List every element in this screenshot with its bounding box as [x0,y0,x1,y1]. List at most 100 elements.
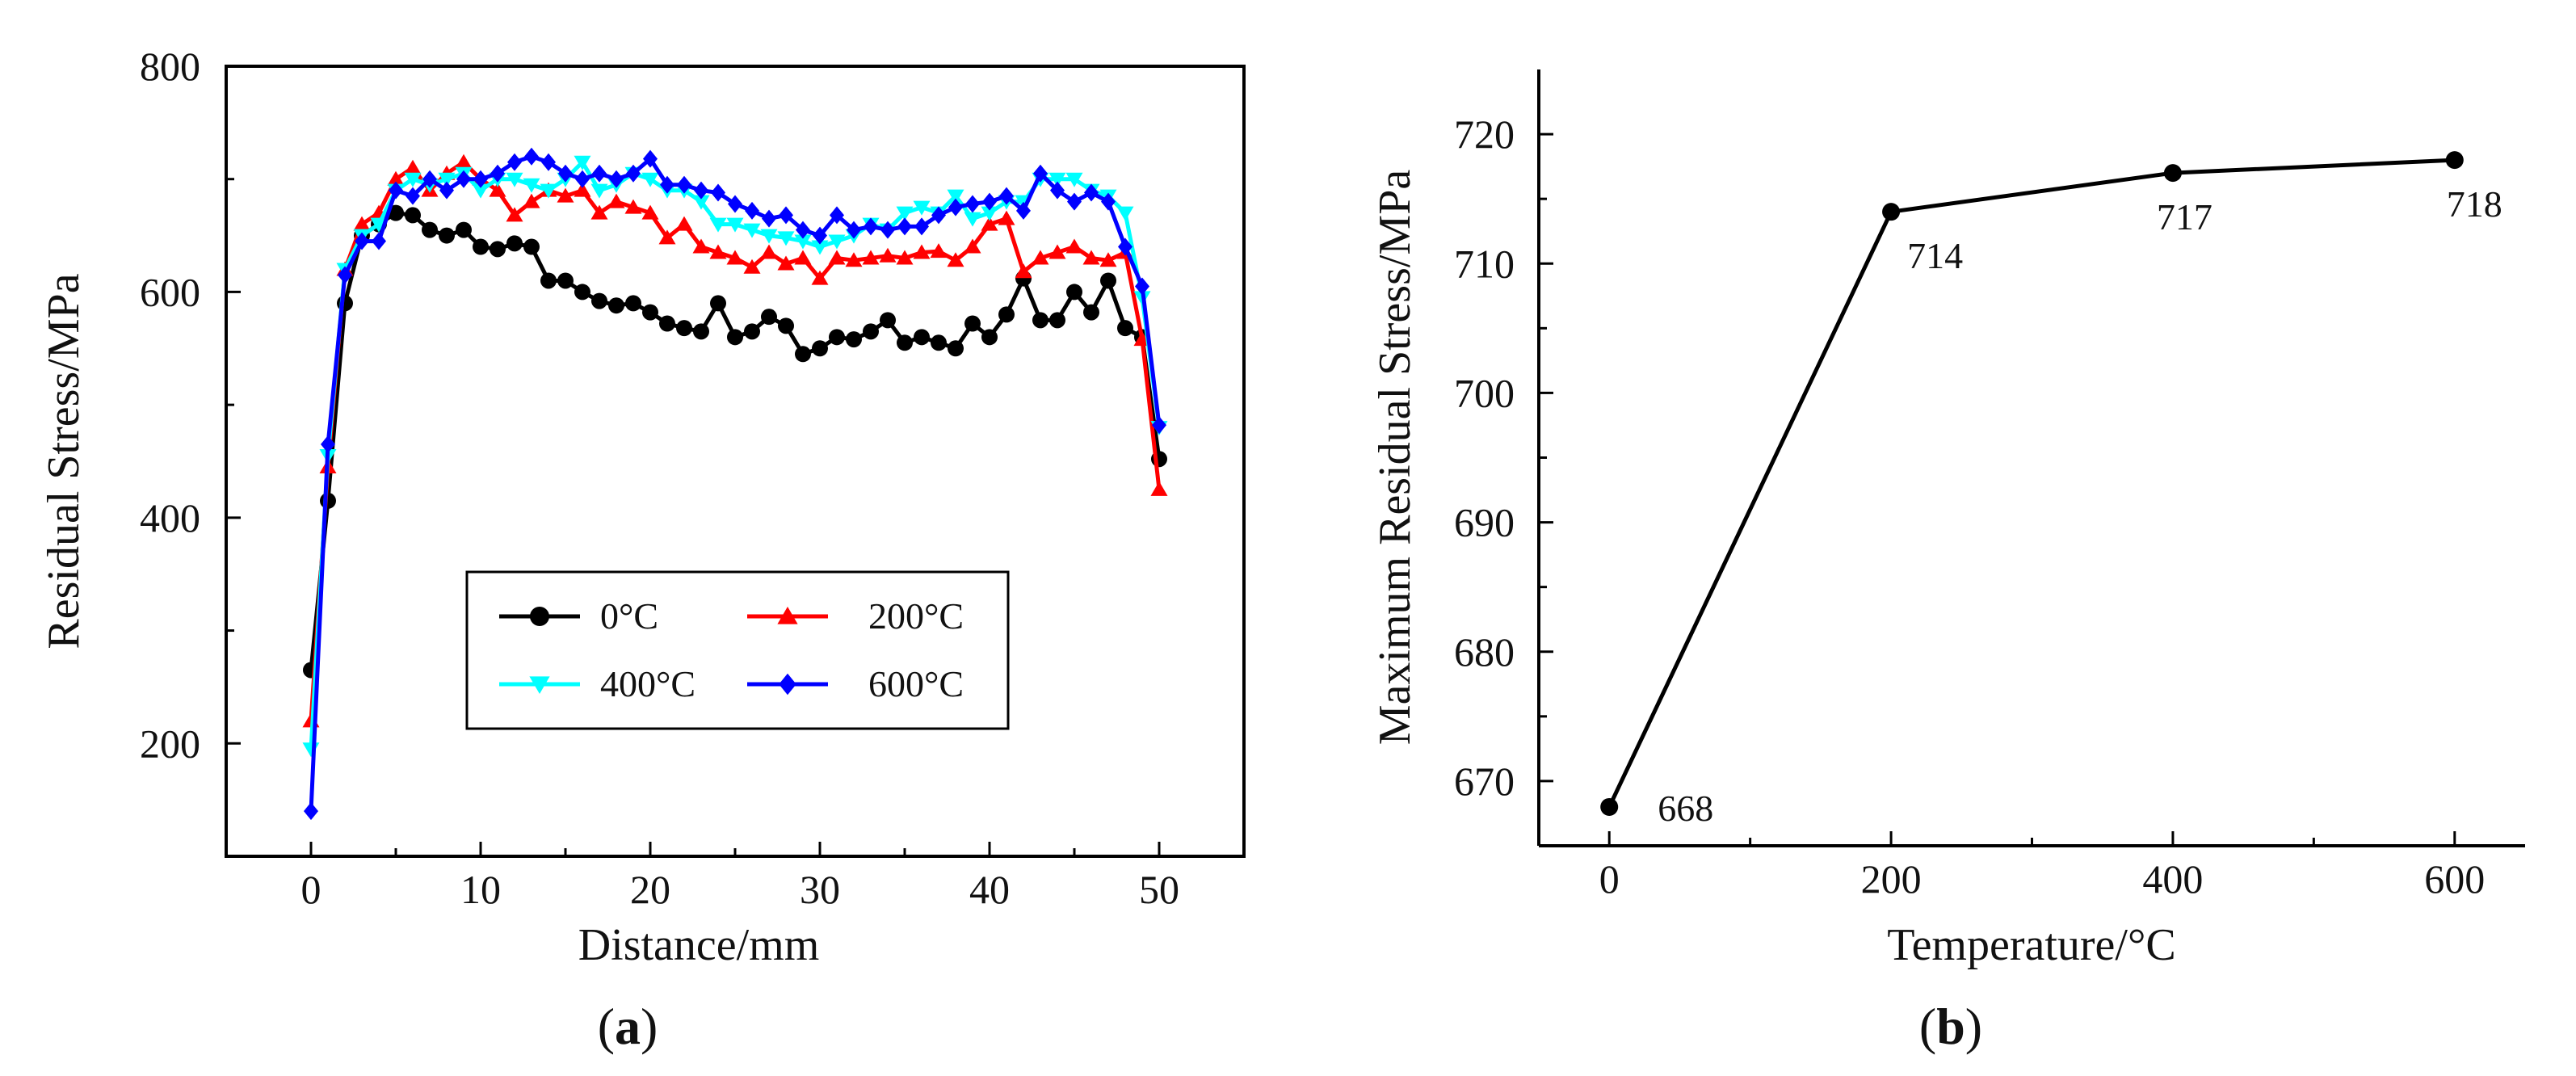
chart-a-data-point [523,238,540,255]
chart-a-legend-item: 200°C [747,595,964,637]
chart-a-data-point [388,204,404,221]
chart-a-x-tick-label: 0 [301,867,321,912]
chart-a-y-axis-title: Residual Stress/MPa [39,273,89,649]
chart-a-data-point [353,216,371,231]
chart-a-data-point [760,244,778,259]
chart-a-data-point [659,315,675,332]
chart-a-data-point [726,217,744,233]
chart-a-data-point [812,340,828,357]
chart-a-data-point [607,193,625,208]
chart-a-data-point [642,304,658,321]
chart-a-data-point [880,221,895,239]
chart-a-data-point [540,183,557,199]
chart-a-data-point [472,183,490,199]
chart-b-axes [1537,69,2525,847]
chart-a-data-point [304,802,318,821]
chart-b-data-point [1882,203,1901,221]
chart-a-data-point [931,206,946,225]
chart-a-data-point [1118,237,1133,256]
chart-a-data-point [1065,238,1083,254]
chart-a-legend-swatch-marker [530,607,549,626]
chart-a-data-point [709,217,727,233]
chart-a-data-point [1015,263,1032,279]
chart-a-data-point [372,232,386,250]
chart-a-data-point [1116,206,1134,221]
chart-a-panel-label: (a) [598,998,658,1055]
chart-a-data-point [879,247,897,263]
chart-a-ticks: 0 10 20 30 40 50 200 400 600 800 [140,44,1246,912]
chart-a-data-point [404,159,422,174]
chart-a-data-point [692,195,710,210]
chart-a-data-point [762,209,776,228]
chart-a-data-point [624,199,642,214]
chart-a-data-point [405,207,421,224]
chart-a-data-point [558,164,573,183]
chart-a-legend-swatch-marker [777,607,798,624]
chart-a-data-point [574,284,590,301]
chart-a-legend-items: 0°C 200°C 400°C 600°C [499,595,964,704]
chart-a-data-point [523,193,540,208]
chart-b-y-tick-label: 670 [1454,759,1515,804]
chart-a-data-point [896,250,914,265]
chart-a-data-point [540,272,557,289]
chart-a-data-point [506,172,523,187]
chart-a-data-point [1150,481,1168,496]
chart-a-data-point [830,206,844,225]
chart-a-data-point [1048,172,1066,187]
chart-a-x-tick-label: 20 [630,867,670,912]
chart-a-data-point [404,172,422,187]
chart-a-data-point [574,182,591,197]
chart-a-data-point [1065,172,1083,187]
chart-a-data-point [829,329,845,346]
chart-a-data-point [779,206,793,225]
chart-a-data-point [590,183,608,199]
chart-a-data-point [626,164,641,183]
chart-a-data-point [456,221,472,238]
chart-a-data-point [744,323,760,340]
chart-a-data-point [692,238,710,254]
chart-a-data-point [743,223,761,238]
chart-a-data-point [964,238,981,254]
chart-a-data-point [1082,250,1100,265]
chart-a-data-point [456,170,471,188]
chart-a-data-point [370,217,388,233]
chart-a-data-point [1016,201,1031,220]
chart-a-data-point [490,164,505,183]
chart-b-x-axis-title: Temperature/°C [1887,920,2175,970]
chart-a-data-point [1033,164,1048,183]
chart-a-data-point [811,240,829,255]
chart-a-data-point [422,170,437,188]
chart-a-data-point [1099,252,1117,267]
chart-a-data-point [575,170,590,188]
chart-a-data-point [711,183,725,202]
chart-a-data-point [557,272,574,289]
chart-a-data-point [777,255,795,271]
chart-a-data-point [710,295,726,312]
chart-a-data-point [1067,192,1082,211]
chart-b-ticks: 0 200 400 600 670 680 690 700 710 720 [1454,111,2485,902]
chart-a-data-point [1032,250,1049,265]
chart-a-y-tick-label: 800 [140,44,200,89]
chart-b-y-axis-title: Maximum Residual Stress/MPa [1370,170,1420,746]
chart-a-data-point [964,315,981,332]
chart-a-data-point [1084,183,1099,202]
chart-a-data-point [965,195,980,213]
chart-a-legend-label: 200°C [868,595,964,637]
chart-a-data-point [506,207,523,222]
chart-a-data-point [1083,304,1099,321]
chart-a-data-point [880,312,896,329]
chart-a-data-point [709,244,727,259]
chart-a-data-point [574,155,591,170]
chart-a-data-point [897,334,913,351]
chart-b-data-label: 668 [1658,788,1713,829]
chart-a-legend-item: 0°C [499,595,658,637]
chart-a-data-point [557,187,574,203]
chart-a-data-point [591,292,607,309]
chart-a-data-point [641,204,659,220]
chart-a-data-point [846,331,862,348]
chart-a-data-point [811,270,829,285]
chart-a-x-tick-label: 30 [800,867,840,912]
chart-a-x-axis-title: Distance/mm [578,920,820,970]
chart-a-data-point [641,172,659,187]
chart-a-data-point [913,200,931,216]
